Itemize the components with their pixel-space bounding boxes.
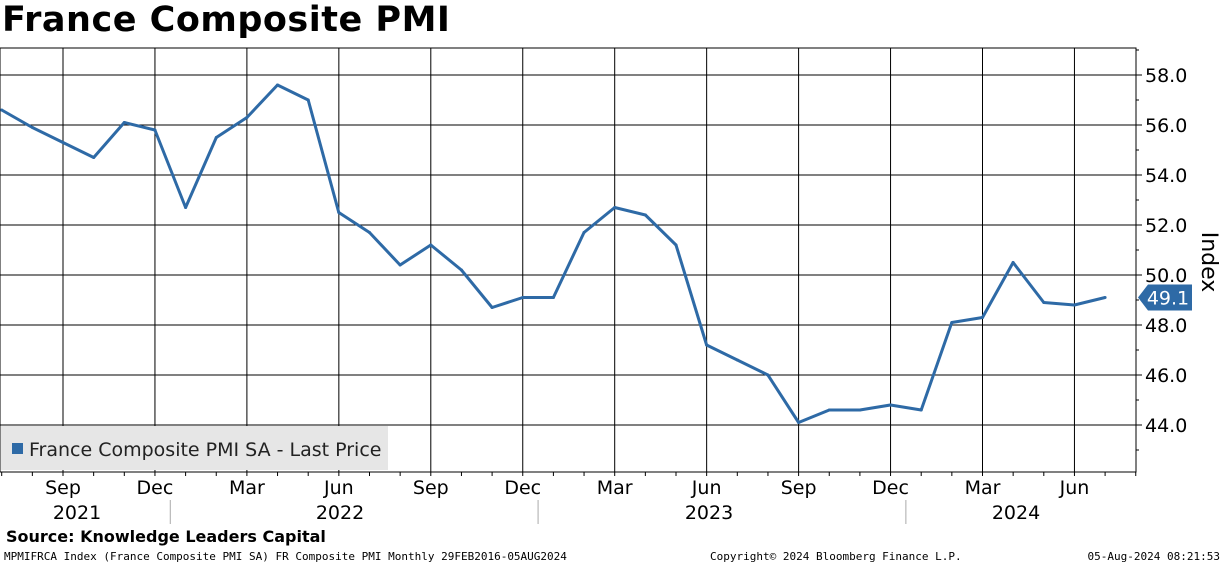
y-tick-label: 50.0 (1145, 265, 1187, 287)
data-point (30, 126, 34, 129)
data-point (766, 373, 770, 377)
data-point (613, 206, 617, 209)
data-point (122, 121, 126, 124)
footer-copyright: Copyright© 2024 Bloomberg Finance L.P. (710, 550, 962, 563)
chart-title: France Composite PMI (2, 0, 451, 40)
series-points (0, 83, 1107, 424)
data-point (0, 108, 4, 112)
data-point (674, 243, 678, 247)
data-point (521, 296, 525, 299)
x-tick-label: Jun (1059, 477, 1090, 499)
data-point (950, 321, 954, 324)
data-point (582, 231, 586, 234)
data-point (643, 213, 647, 217)
year-label: 2024 (992, 502, 1040, 524)
year-label: 2022 (316, 502, 364, 524)
data-point (153, 128, 157, 132)
data-point (184, 206, 188, 209)
data-point (92, 156, 96, 159)
x-tick-label: Mar (229, 477, 265, 499)
y-tick-label: 54.0 (1145, 165, 1187, 187)
data-point (61, 141, 65, 144)
x-tick-label: Jun (691, 477, 722, 499)
x-tick-label: Mar (965, 477, 1001, 499)
data-point (919, 408, 923, 412)
data-point (398, 263, 402, 267)
data-point (245, 116, 249, 119)
x-tick-label: Dec (504, 477, 541, 499)
y-tick-label: 46.0 (1145, 365, 1187, 387)
data-point (889, 403, 892, 407)
data-point (459, 268, 463, 272)
y-tick-label: 58.0 (1145, 65, 1187, 87)
source-note: Source: Knowledge Leaders Capital (6, 527, 326, 546)
footer-ticker: MPMIFRCA Index (France Composite PMI SA)… (4, 550, 567, 563)
data-point (490, 306, 494, 309)
data-point (306, 98, 310, 102)
x-tick-label: Jun (323, 477, 354, 499)
footer-timestamp: 05-Aug-2024 08:21:53 (1087, 550, 1220, 563)
x-tick-label: Mar (597, 477, 633, 499)
x-tick-label: Sep (413, 477, 449, 499)
last-value-label: 49.1 (1147, 288, 1189, 310)
legend: France Composite PMI SA - Last Price (1, 426, 388, 470)
data-point (337, 211, 341, 214)
data-point (214, 136, 218, 139)
x-tick-label: Sep (781, 477, 817, 499)
data-point (368, 231, 371, 234)
legend-label: France Composite PMI SA - Last Price (29, 439, 381, 461)
data-point (1103, 296, 1107, 299)
y-axis: 58.0 56.0 54.0 52.0 50.0 48.0 46.0 44.0 (1136, 49, 1187, 451)
data-point (858, 408, 862, 412)
data-point (1042, 301, 1046, 304)
data-point (705, 343, 709, 347)
y-tick-label: 44.0 (1145, 415, 1187, 437)
x-tick-label: Sep (45, 477, 81, 499)
y-tick-label: 56.0 (1145, 115, 1187, 137)
y-tick-label: 52.0 (1145, 215, 1187, 237)
data-point (551, 296, 555, 299)
data-point (797, 421, 801, 424)
data-point (735, 358, 739, 362)
x-tick-label: Dec (872, 477, 909, 499)
legend-swatch (12, 443, 23, 454)
data-point (981, 316, 984, 319)
data-point (1072, 303, 1076, 307)
x-tick-label: Dec (137, 477, 174, 499)
data-point (276, 83, 279, 87)
last-value-badge: 49.1 (1138, 284, 1192, 311)
year-label: 2021 (53, 502, 101, 524)
series-line (0, 83, 1106, 424)
data-point (1011, 261, 1015, 264)
data-point (827, 408, 831, 412)
year-label: 2023 (685, 502, 733, 524)
grid-lines (0, 48, 1136, 472)
y-tick-label: 48.0 (1145, 315, 1187, 337)
data-point (429, 243, 433, 247)
legend-box (1, 426, 388, 470)
y-axis-label: Index (1196, 232, 1221, 293)
plot-frame (0, 47, 1137, 473)
x-axis: Sep Dec Mar Jun Sep Dec Mar Jun Sep Dec Mar Jun 2021… (1, 472, 1137, 524)
